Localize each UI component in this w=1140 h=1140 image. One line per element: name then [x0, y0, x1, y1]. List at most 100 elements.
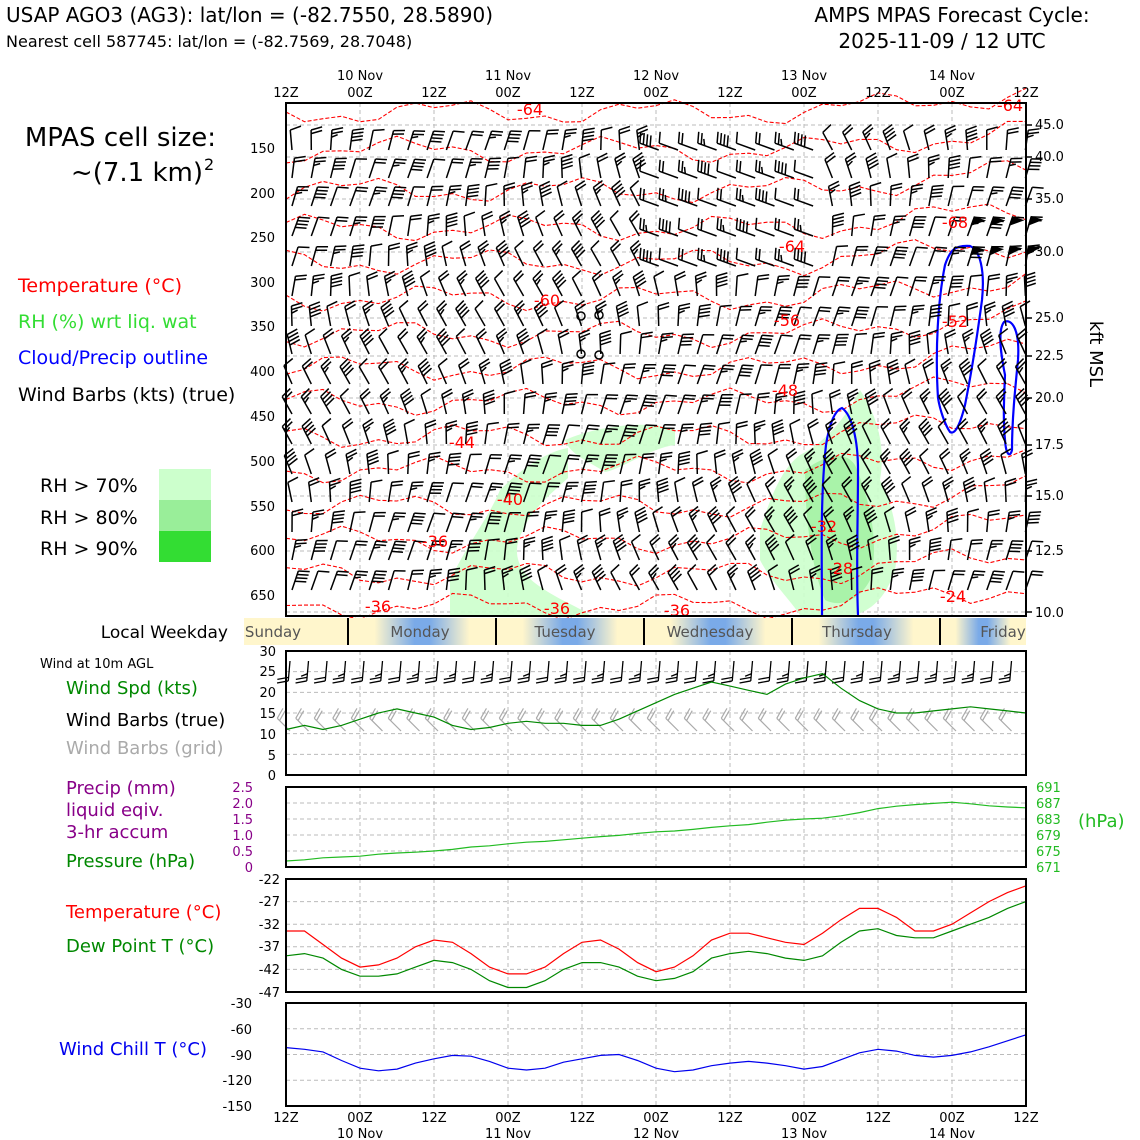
wind-barb — [862, 123, 874, 151]
wind-barb — [983, 477, 996, 503]
wind-barb — [831, 333, 849, 355]
wind-barb — [495, 327, 508, 355]
wind-barb — [850, 276, 870, 297]
wind-barb — [475, 327, 487, 355]
pressure-tick-label: 500 — [250, 455, 275, 470]
wind-barb — [879, 448, 891, 475]
wind-barb — [591, 660, 606, 684]
wind-barb — [477, 240, 490, 267]
wind-barb — [339, 358, 354, 385]
pressure-ytick: 687 — [1036, 797, 1061, 812]
wind-barb — [329, 510, 346, 533]
wind-barb — [636, 301, 649, 327]
wind-barb — [677, 159, 698, 179]
wind-barb — [503, 182, 516, 207]
precip-ytick: 0.5 — [232, 845, 253, 860]
wind-barb — [774, 131, 795, 151]
wind-barb — [735, 217, 756, 237]
weekday-bar: Sunday Monday Tuesday Wednesday Thursday… — [244, 618, 1026, 645]
wind-barb — [596, 152, 609, 179]
wind-barb — [628, 210, 641, 237]
wind-barb — [670, 505, 682, 533]
wind-barb — [764, 475, 777, 503]
wind-barb — [861, 417, 872, 445]
wind-barb — [771, 419, 785, 445]
weekday-segment — [644, 618, 792, 645]
wind-barb — [1015, 387, 1030, 415]
wind-barb — [368, 540, 388, 561]
series-line — [285, 801, 1027, 862]
wind-barb — [551, 270, 567, 297]
wind-barb — [657, 301, 670, 327]
wind-barb — [774, 217, 795, 237]
wind-barb — [426, 512, 446, 533]
wind-barb — [774, 159, 795, 179]
wind-barb — [554, 708, 568, 732]
wind-barb — [1020, 448, 1033, 475]
wind-barb — [542, 154, 556, 179]
wind-barb — [387, 540, 407, 561]
wind-barb — [928, 216, 947, 237]
wind-barb — [908, 330, 921, 355]
wind-barb — [841, 476, 853, 503]
wind-barb — [1000, 448, 1012, 475]
wind-barb — [735, 187, 756, 207]
wind-barb — [498, 708, 513, 732]
wind-barb — [387, 570, 406, 591]
wind-barb — [339, 388, 351, 415]
pressure-tick-label: 400 — [250, 365, 275, 380]
wind-barb — [580, 393, 599, 415]
wind-barb — [481, 210, 494, 237]
wind-barb — [461, 388, 474, 415]
wind-barb — [398, 299, 409, 327]
wind-barb — [767, 448, 779, 475]
wind-barb — [904, 506, 917, 533]
wind-barb — [1005, 245, 1023, 267]
wind-barb — [501, 565, 514, 591]
wind-barb — [522, 391, 537, 415]
wind-barb — [503, 422, 520, 445]
wind-barb — [310, 509, 325, 533]
precip-ytick: 2.5 — [232, 781, 253, 796]
wind-barb — [677, 394, 697, 415]
wind-barb — [715, 304, 732, 327]
wind-barb — [870, 331, 886, 355]
wind-barb — [966, 216, 987, 237]
wind-barb — [420, 388, 432, 415]
wind-barb — [397, 328, 409, 355]
wind-barb — [307, 477, 320, 503]
top-date-label: 12 Nov — [633, 69, 679, 84]
wind-barb — [870, 276, 890, 297]
temperature-contour — [285, 87, 1027, 125]
wind-barb — [349, 244, 365, 267]
wind-barb — [944, 328, 957, 355]
wind-barb — [329, 157, 347, 179]
wind-barb — [716, 247, 737, 267]
pressure-tick-label: 350 — [250, 320, 275, 335]
wind-barb — [908, 215, 927, 237]
altitude-tick-label: 40.0 — [1035, 150, 1064, 165]
wind-barb — [870, 566, 884, 591]
wind-barb — [831, 212, 845, 237]
wind-barb — [522, 482, 542, 503]
wind-barb — [658, 131, 679, 151]
wind-barb — [735, 393, 752, 415]
wind-barb — [802, 505, 814, 533]
wind-barb — [966, 274, 983, 297]
wind-barb — [535, 660, 550, 684]
pressure-tick-label: 300 — [250, 276, 275, 291]
wind-barb — [290, 302, 303, 327]
pressure-ytick: 675 — [1036, 845, 1061, 860]
cycle-title: AMPS MPAS Forecast Cycle: — [814, 3, 1089, 27]
wind-barb — [966, 538, 983, 561]
wind-barb — [503, 130, 522, 151]
rh-swatch-90 — [159, 531, 211, 562]
wind-barb — [295, 660, 310, 684]
altitude-tick-label: 10.0 — [1035, 606, 1064, 621]
wind-barb — [638, 394, 658, 415]
top-tick-label: 00Z — [791, 86, 817, 101]
wind-barb — [639, 247, 659, 267]
cloud-outlines — [820, 244, 1020, 616]
cloud-outline — [999, 320, 1020, 456]
wind-barb — [329, 186, 349, 207]
